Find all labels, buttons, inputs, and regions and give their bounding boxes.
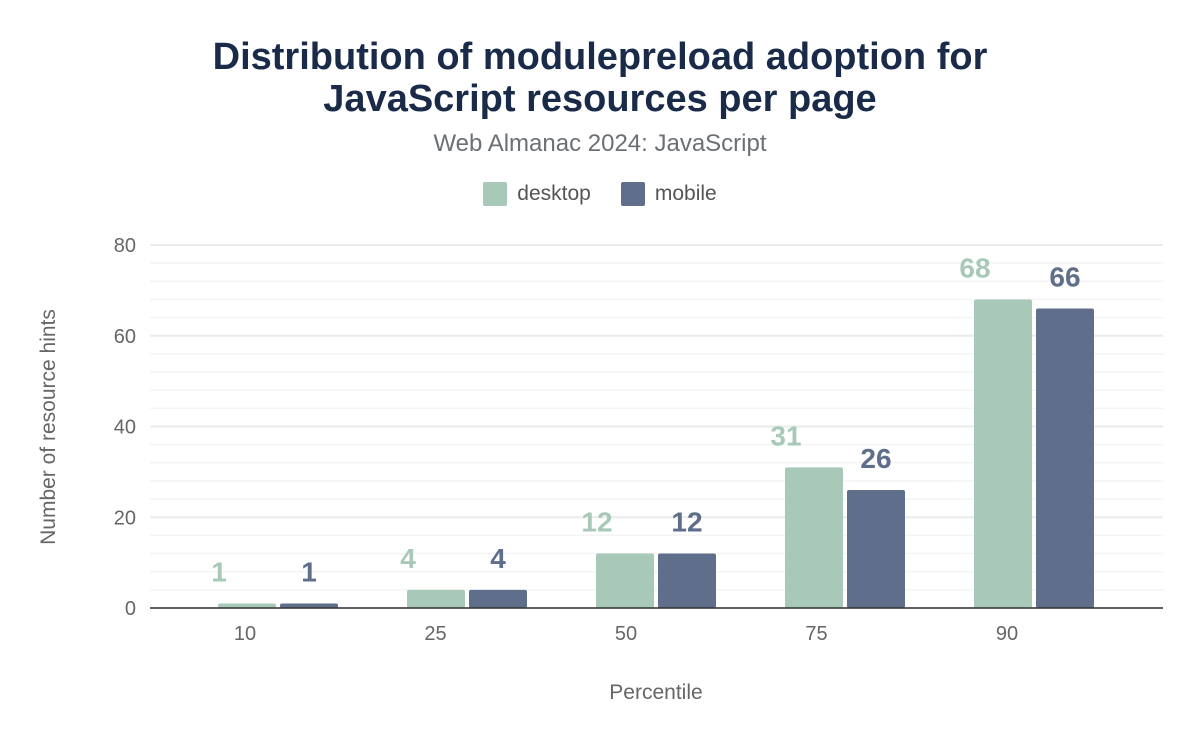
x-tick-label: 75 <box>805 623 827 645</box>
legend: desktop mobile <box>0 182 1200 206</box>
data-label-desktop: 68 <box>959 252 990 283</box>
legend-swatch <box>620 182 645 206</box>
x-tick-label: 90 <box>996 623 1018 645</box>
bar-desktop <box>974 299 1032 608</box>
y-tick-label: 40 <box>114 417 136 439</box>
x-axis-title: Percentile <box>609 681 702 704</box>
bar-mobile <box>658 553 716 608</box>
bar-desktop <box>407 589 465 608</box>
y-axis-title: Number of resource hints <box>37 309 60 545</box>
legend-label: mobile <box>654 182 717 205</box>
y-tick-label: 0 <box>125 598 136 620</box>
data-label-mobile: 12 <box>671 507 702 538</box>
data-label-mobile: 1 <box>301 556 317 587</box>
bar-mobile <box>847 490 905 608</box>
y-tick-label: 80 <box>114 235 136 257</box>
y-tick-label: 60 <box>114 326 136 348</box>
data-label-mobile: 26 <box>860 443 891 474</box>
bar-desktop <box>596 553 654 608</box>
legend-item-mobile[interactable]: mobile <box>620 182 717 206</box>
x-tick-label: 10 <box>234 623 256 645</box>
bar-desktop <box>785 467 843 608</box>
data-label-mobile: 66 <box>1049 262 1080 293</box>
bar-desktop <box>218 603 276 608</box>
bar-mobile <box>1036 308 1094 608</box>
bar-mobile <box>280 603 338 608</box>
legend-swatch <box>483 182 508 206</box>
data-label-mobile: 4 <box>490 543 506 574</box>
data-label-desktop: 1 <box>211 556 227 587</box>
x-tick-label: 50 <box>615 623 637 645</box>
chart-title-line-2: JavaScript resources per page <box>323 78 877 120</box>
legend-label: desktop <box>517 182 591 205</box>
bar-mobile <box>469 589 527 608</box>
data-label-desktop: 4 <box>400 543 416 574</box>
x-tick-label: 25 <box>424 623 446 645</box>
y-tick-label: 20 <box>114 507 136 529</box>
chart-subtitle: Web Almanac 2024: JavaScript <box>433 130 767 157</box>
chart-title-line-1: Distribution of modulepreload adoption f… <box>212 36 988 78</box>
legend-item-desktop[interactable]: desktop <box>483 182 591 206</box>
data-label-desktop: 31 <box>770 420 801 451</box>
data-label-desktop: 12 <box>581 507 612 538</box>
